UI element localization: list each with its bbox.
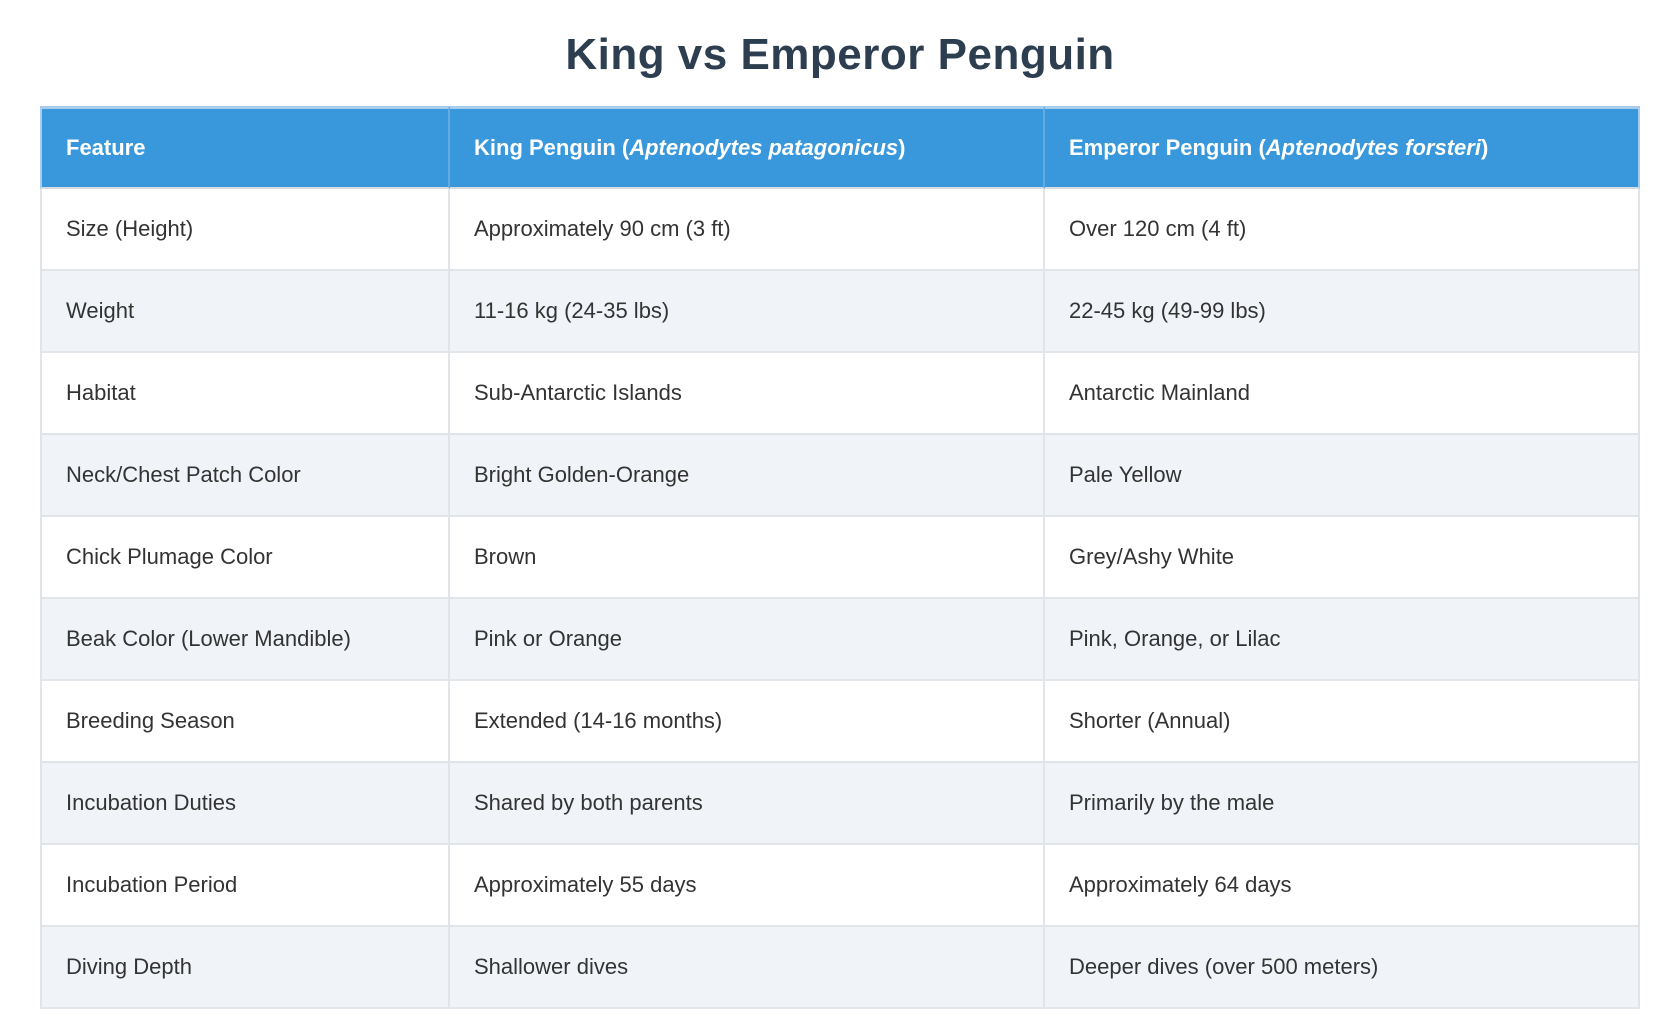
king-cell: Extended (14-16 months) bbox=[450, 681, 1045, 763]
table-row: Incubation Duties Shared by both parents… bbox=[40, 763, 1640, 845]
header-king-label: King Penguin ( bbox=[474, 135, 630, 160]
feature-cell: Beak Color (Lower Mandible) bbox=[40, 599, 450, 681]
feature-cell: Habitat bbox=[40, 353, 450, 435]
feature-cell: Neck/Chest Patch Color bbox=[40, 435, 450, 517]
table-row: Diving Depth Shallower dives Deeper dive… bbox=[40, 927, 1640, 1009]
emperor-cell: Grey/Ashy White bbox=[1045, 517, 1640, 599]
header-cell-king-penguin: King Penguin (Aptenodytes patagonicus) bbox=[450, 106, 1045, 189]
comparison-table: Feature King Penguin (Aptenodytes patago… bbox=[40, 106, 1640, 1009]
table-row: Neck/Chest Patch Color Bright Golden-Ora… bbox=[40, 435, 1640, 517]
header-cell-emperor-penguin: Emperor Penguin (Aptenodytes forsteri) bbox=[1045, 106, 1640, 189]
king-cell: Sub-Antarctic Islands bbox=[450, 353, 1045, 435]
feature-cell: Breeding Season bbox=[40, 681, 450, 763]
emperor-cell: Approximately 64 days bbox=[1045, 845, 1640, 927]
table-row: Beak Color (Lower Mandible) Pink or Oran… bbox=[40, 599, 1640, 681]
table-body: Size (Height) Approximately 90 cm (3 ft)… bbox=[40, 189, 1640, 1009]
table-row: Habitat Sub-Antarctic Islands Antarctic … bbox=[40, 353, 1640, 435]
feature-cell: Weight bbox=[40, 271, 450, 353]
feature-cell: Incubation Period bbox=[40, 845, 450, 927]
king-cell: Bright Golden-Orange bbox=[450, 435, 1045, 517]
page-title: King vs Emperor Penguin bbox=[565, 30, 1115, 79]
table-row: Incubation Period Approximately 55 days … bbox=[40, 845, 1640, 927]
table-header: Feature King Penguin (Aptenodytes patago… bbox=[40, 106, 1640, 189]
emperor-cell: 22-45 kg (49-99 lbs) bbox=[1045, 271, 1640, 353]
header-emperor-label: Emperor Penguin ( bbox=[1069, 135, 1266, 160]
feature-cell: Size (Height) bbox=[40, 189, 450, 271]
feature-cell: Chick Plumage Color bbox=[40, 517, 450, 599]
header-emperor-species: Aptenodytes forsteri bbox=[1265, 135, 1481, 160]
king-cell: Pink or Orange bbox=[450, 599, 1045, 681]
header-feature-label: Feature bbox=[66, 135, 146, 160]
emperor-cell: Shorter (Annual) bbox=[1045, 681, 1640, 763]
king-cell: 11-16 kg (24-35 lbs) bbox=[450, 271, 1045, 353]
emperor-cell: Antarctic Mainland bbox=[1045, 353, 1640, 435]
emperor-cell: Over 120 cm (4 ft) bbox=[1045, 189, 1640, 271]
king-cell: Shared by both parents bbox=[450, 763, 1045, 845]
header-king-species: Aptenodytes patagonicus bbox=[629, 135, 899, 160]
table-row: Breeding Season Extended (14-16 months) … bbox=[40, 681, 1640, 763]
king-cell: Shallower dives bbox=[450, 927, 1045, 1009]
king-cell: Approximately 90 cm (3 ft) bbox=[450, 189, 1045, 271]
header-row: Feature King Penguin (Aptenodytes patago… bbox=[40, 106, 1640, 189]
emperor-cell: Pink, Orange, or Lilac bbox=[1045, 599, 1640, 681]
header-king-suffix: ) bbox=[898, 135, 906, 160]
feature-cell: Diving Depth bbox=[40, 927, 450, 1009]
king-cell: Brown bbox=[450, 517, 1045, 599]
table-row: Weight 11-16 kg (24-35 lbs) 22-45 kg (49… bbox=[40, 271, 1640, 353]
king-cell: Approximately 55 days bbox=[450, 845, 1045, 927]
emperor-cell: Primarily by the male bbox=[1045, 763, 1640, 845]
header-emperor-suffix: ) bbox=[1480, 135, 1489, 160]
table-row: Chick Plumage Color Brown Grey/Ashy Whit… bbox=[40, 517, 1640, 599]
table-row: Size (Height) Approximately 90 cm (3 ft)… bbox=[40, 189, 1640, 271]
emperor-cell: Deeper dives (over 500 meters) bbox=[1045, 927, 1640, 1009]
header-cell-feature: Feature bbox=[40, 106, 450, 189]
emperor-cell: Pale Yellow bbox=[1045, 435, 1640, 517]
feature-cell: Incubation Duties bbox=[40, 763, 450, 845]
